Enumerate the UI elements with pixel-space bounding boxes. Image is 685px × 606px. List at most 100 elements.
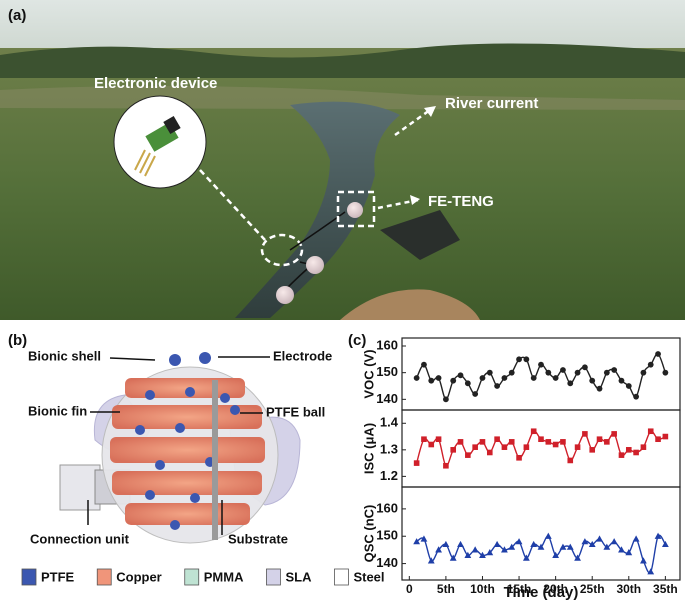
connection-unit <box>59 464 101 511</box>
point <box>604 439 610 445</box>
point <box>589 447 596 453</box>
point <box>581 364 588 371</box>
point <box>493 540 501 548</box>
point <box>611 367 618 373</box>
point <box>486 369 493 376</box>
point <box>442 396 449 403</box>
point <box>559 543 567 550</box>
point <box>662 433 669 440</box>
point <box>633 449 639 456</box>
teng <box>306 256 324 274</box>
point <box>647 428 654 435</box>
annotation: PTFE ball <box>266 404 325 419</box>
point <box>435 375 442 381</box>
x-tick-label: 5th <box>437 582 455 596</box>
point <box>457 372 464 379</box>
legend-swatch <box>184 568 200 586</box>
y-tick-label: 160 <box>376 500 398 515</box>
point <box>560 439 566 445</box>
point <box>516 454 522 461</box>
panel-b: (b) Bionic shell Electrode Bionic fin PT… <box>8 332 385 586</box>
point <box>596 436 603 443</box>
point <box>442 540 450 548</box>
point <box>611 431 617 437</box>
point <box>552 551 560 558</box>
point <box>530 428 537 435</box>
point <box>420 535 428 542</box>
legend-label: PTFE <box>41 569 75 584</box>
x-tick-label: 25th <box>580 582 605 596</box>
point <box>428 441 435 448</box>
point <box>545 369 552 376</box>
point <box>530 540 538 548</box>
y-axis-label: ISC (μA) <box>361 423 376 474</box>
point <box>567 380 574 387</box>
point <box>618 452 625 458</box>
point <box>654 532 662 539</box>
point <box>501 375 508 381</box>
legend-swatch <box>21 568 37 586</box>
point <box>589 377 596 384</box>
point <box>465 452 471 458</box>
point <box>494 383 501 389</box>
point <box>413 538 421 545</box>
point <box>450 447 457 453</box>
point <box>494 436 500 443</box>
x-axis-label: Time (day) <box>504 584 579 601</box>
point <box>421 436 427 443</box>
y-tick-label: 140 <box>376 555 398 570</box>
point <box>566 543 574 550</box>
x-tick-label: 30th <box>616 582 641 596</box>
arrow-head <box>410 195 420 205</box>
point <box>515 538 523 545</box>
point <box>640 369 647 376</box>
point <box>435 436 442 443</box>
point <box>618 546 625 553</box>
point <box>662 369 669 376</box>
teng-box <box>336 190 376 228</box>
point <box>581 538 589 545</box>
arrow <box>394 108 431 137</box>
point <box>457 540 464 548</box>
point <box>472 391 479 397</box>
point <box>545 439 552 445</box>
x-tick-label: 0 <box>406 582 413 596</box>
point <box>625 383 632 389</box>
leader-lines <box>87 356 270 535</box>
tree-line <box>0 43 685 78</box>
point <box>582 431 588 437</box>
panel-label: (c) <box>348 332 366 349</box>
point <box>472 444 478 450</box>
point <box>427 557 435 564</box>
point <box>479 439 486 445</box>
plot-frame <box>401 486 681 581</box>
point <box>501 444 508 450</box>
point <box>538 361 544 368</box>
y-tick-label: 150 <box>376 528 398 543</box>
point <box>413 460 420 466</box>
arrow-head <box>424 106 436 117</box>
legend-swatch <box>96 568 112 586</box>
device-ring <box>260 233 304 267</box>
point <box>450 377 457 384</box>
point <box>603 543 611 550</box>
point <box>508 543 516 550</box>
legend: PTFE Copper PMMA SLA Steel <box>21 568 385 586</box>
point <box>661 540 669 548</box>
point <box>538 436 544 443</box>
point <box>655 351 661 357</box>
point <box>508 369 515 376</box>
annotation: River current <box>445 95 538 112</box>
point <box>610 538 618 545</box>
x-tick-label: 10th <box>470 582 495 596</box>
point <box>574 369 581 376</box>
point <box>471 546 479 553</box>
point <box>588 540 596 548</box>
y-tick-label: 150 <box>376 364 398 379</box>
point <box>574 554 581 561</box>
y-tick-label: 1.3 <box>380 441 398 456</box>
point <box>647 361 654 368</box>
legend-label: PMMA <box>204 569 244 584</box>
point <box>537 543 545 550</box>
